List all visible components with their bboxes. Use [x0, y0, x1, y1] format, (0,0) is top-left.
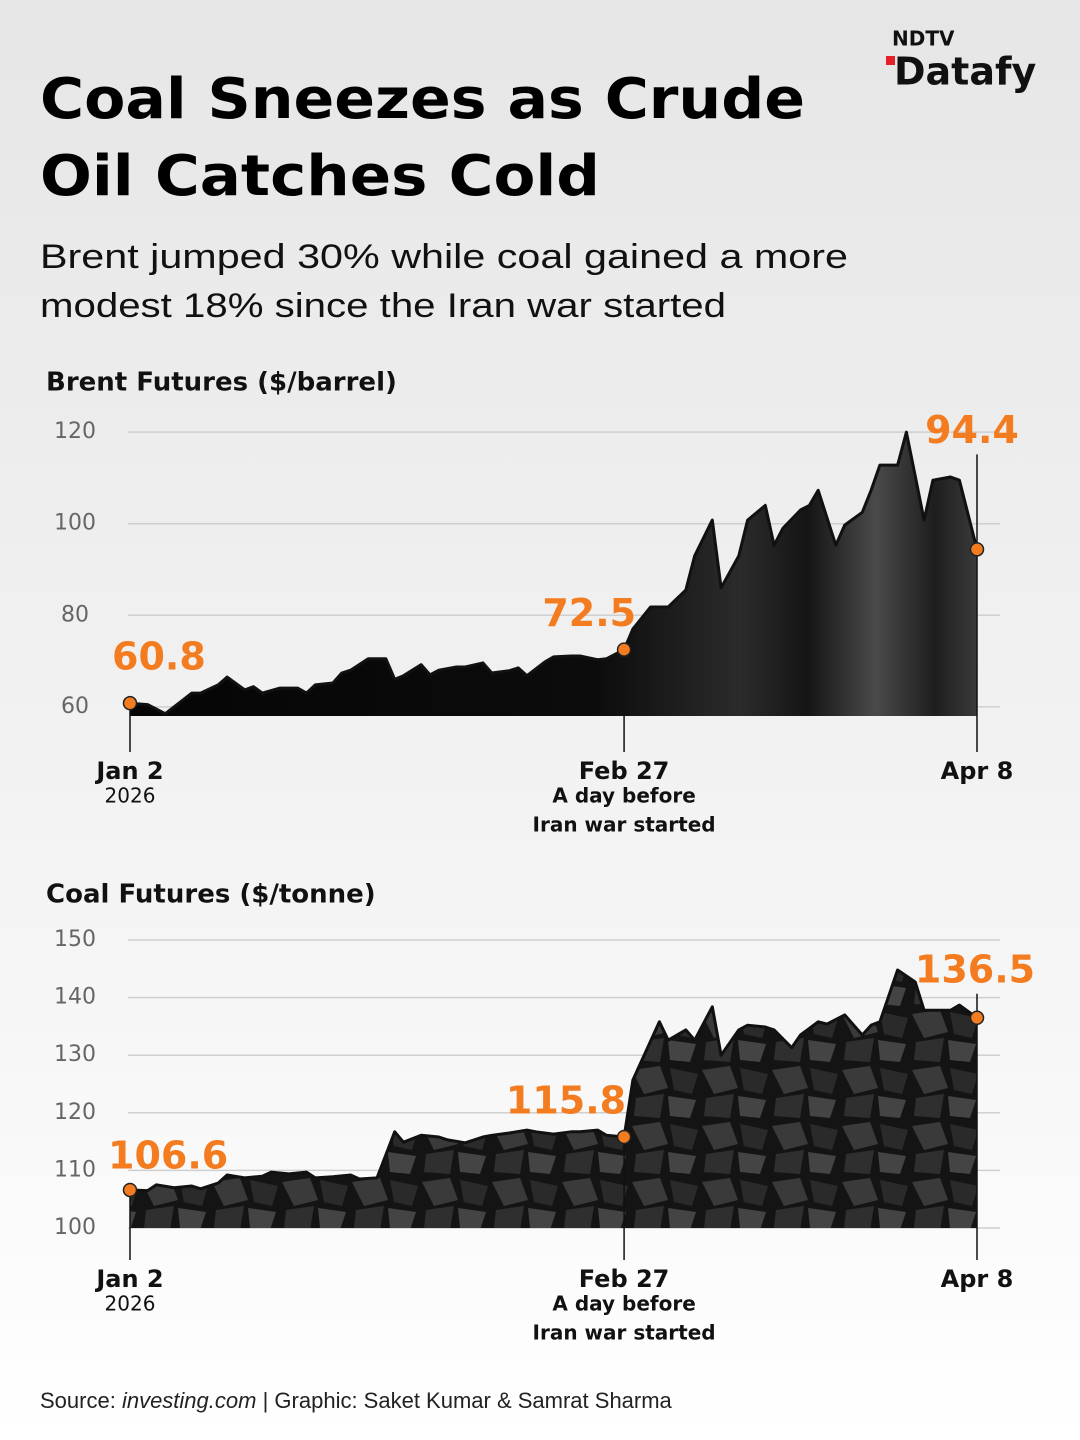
x-annotation: Iran war started	[533, 813, 716, 837]
y-tick-label: 80	[61, 602, 89, 627]
highlight-point	[122, 695, 138, 711]
logo-top: NDTV	[892, 27, 955, 51]
x-tick-label: Apr 8	[941, 1265, 1014, 1293]
y-tick-label: 100	[54, 511, 96, 536]
x-annotation: A day before	[552, 1292, 695, 1316]
chart-title: Coal Futures ($/tonne)	[46, 880, 376, 910]
area	[130, 970, 977, 1228]
x-annotation: A day before	[552, 784, 695, 808]
source-site: investing.com	[122, 1388, 257, 1413]
subtitle-line: modest 18% since the Iran war started	[40, 287, 726, 325]
source-label: Source:	[40, 1388, 116, 1413]
value-label: 106.6	[108, 1133, 228, 1177]
line	[129, 430, 979, 716]
source-credit: | Graphic: Saket Kumar & Samrat Sharma	[263, 1388, 673, 1413]
x-annotation: Iran war started	[533, 1321, 716, 1345]
x-annotation: 2026	[105, 1292, 156, 1316]
title-line: Oil Catches Cold	[40, 144, 600, 209]
logo: Datafy	[894, 50, 1037, 94]
y-tick-label: 100	[54, 1215, 96, 1240]
highlight-point	[616, 642, 632, 657]
highlight-point	[122, 1182, 138, 1198]
value-label: 136.5	[915, 947, 1035, 991]
y-tick-label: 120	[54, 419, 96, 444]
y-tick-label: 130	[54, 1042, 96, 1067]
value-label: 115.8	[506, 1078, 626, 1122]
value-label: 94.4	[925, 408, 1019, 452]
highlight-point	[969, 542, 985, 557]
x-tick-label: Jan 2	[94, 757, 163, 785]
subtitle-line: Brent jumped 30% while coal gained a mor…	[40, 238, 848, 276]
value-label: 60.8	[112, 635, 206, 679]
logo-dot	[886, 56, 895, 65]
x-tick-label: Apr 8	[941, 757, 1014, 785]
x-tick-label: Feb 27	[579, 1265, 670, 1293]
value-label: 72.5	[542, 591, 636, 635]
y-tick-label: 140	[54, 985, 96, 1010]
source: Source: investing.com | Graphic: Saket K…	[40, 1388, 673, 1413]
y-tick-label: 110	[54, 1157, 96, 1182]
x-annotation: 2026	[105, 784, 156, 808]
chart-title: Brent Futures ($/barrel)	[46, 368, 397, 398]
y-tick-label: 60	[61, 694, 89, 719]
highlight-point	[616, 1129, 632, 1145]
y-tick-label: 150	[54, 927, 96, 952]
highlight-point	[969, 1010, 985, 1026]
x-tick-label: Feb 27	[579, 757, 670, 785]
title-line: Coal Sneezes as Crude	[40, 67, 805, 132]
y-tick-label: 120	[54, 1100, 96, 1125]
line	[129, 968, 978, 1193]
x-tick-label: Jan 2	[94, 1265, 163, 1293]
area	[130, 432, 977, 716]
